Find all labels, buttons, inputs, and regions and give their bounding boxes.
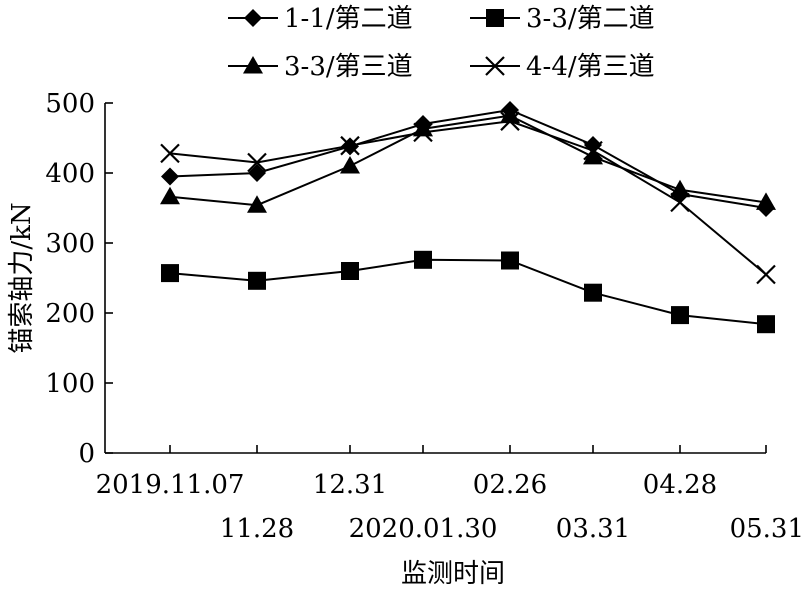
data-point xyxy=(583,140,603,161)
legend-entry: 1-1/第二道 xyxy=(228,4,413,34)
data-point xyxy=(247,195,267,213)
x-tick-label: 02.26 xyxy=(473,470,547,500)
series-line xyxy=(169,114,767,207)
legend-entry: 3-3/第二道 xyxy=(470,4,655,34)
y-axis-title: 锚索轴力/kN xyxy=(7,202,37,353)
data-point xyxy=(501,251,519,270)
series-square xyxy=(161,250,775,334)
x-tick-label: 11.28 xyxy=(220,514,294,544)
data-point xyxy=(757,315,775,334)
series-layer xyxy=(160,101,776,334)
x-tick-label: 2020.01.30 xyxy=(349,514,498,544)
data-point xyxy=(670,179,690,198)
legend-label: 3-3/第二道 xyxy=(526,4,655,34)
y-tick-label: 500 xyxy=(45,89,95,119)
data-point xyxy=(414,250,432,269)
data-point xyxy=(500,111,520,131)
data-point xyxy=(341,262,359,280)
x-ticks: 2019.11.07 11.28 12.31 2020.01.30 02.26 03.31… xyxy=(96,445,804,544)
series-line xyxy=(169,108,767,209)
legend-marker-diamond xyxy=(244,9,262,27)
legend-label: 3-3/第三道 xyxy=(284,52,413,82)
data-point xyxy=(413,122,433,143)
y-tick-label: 200 xyxy=(45,299,95,329)
series-triangle xyxy=(160,105,776,213)
legend-marker-x xyxy=(485,56,505,76)
data-point xyxy=(248,164,266,182)
legend-label: 4-4/第三道 xyxy=(526,52,655,82)
series-line xyxy=(169,120,767,276)
y-tick-label: 300 xyxy=(45,229,95,259)
data-point xyxy=(247,152,267,173)
data-point xyxy=(160,186,180,205)
data-point xyxy=(340,135,360,156)
data-point xyxy=(671,306,689,325)
y-tick-label: 400 xyxy=(45,159,95,189)
series-x xyxy=(160,111,776,285)
y-ticks: 0 100 200 300 400 500 xyxy=(45,89,113,469)
data-point xyxy=(584,283,602,302)
data-point xyxy=(756,264,776,285)
x-tick-label: 12.31 xyxy=(313,470,387,500)
data-point xyxy=(670,192,690,213)
x-tick-label: 05.31 xyxy=(730,514,804,544)
data-point xyxy=(583,146,603,165)
data-point xyxy=(340,156,360,174)
x-axis-title: 监测时间 xyxy=(401,559,505,589)
x-tick-label: 2019.11.07 xyxy=(96,470,245,500)
data-point xyxy=(756,192,776,210)
legend-entry: 3-3/第三道 xyxy=(228,52,413,82)
data-point xyxy=(500,105,520,124)
legend-marker-triangle xyxy=(243,56,263,74)
x-tick-label: 04.28 xyxy=(643,470,717,500)
legend-entry: 4-4/第三道 xyxy=(470,52,655,82)
data-point xyxy=(248,271,266,290)
series-line xyxy=(169,258,767,326)
y-tick-label: 0 xyxy=(78,439,95,469)
axes xyxy=(104,103,766,454)
data-point xyxy=(160,143,180,164)
data-point xyxy=(161,167,179,186)
data-point xyxy=(161,264,179,283)
legend-marker-square xyxy=(486,9,504,27)
y-tick-label: 100 xyxy=(45,369,95,399)
legend: 1-1/第二道 3-3/第二道 3-3/第三道 4-4/第三道 xyxy=(228,4,655,82)
legend-label: 1-1/第二道 xyxy=(284,4,413,34)
x-tick-label: 03.31 xyxy=(556,514,630,544)
